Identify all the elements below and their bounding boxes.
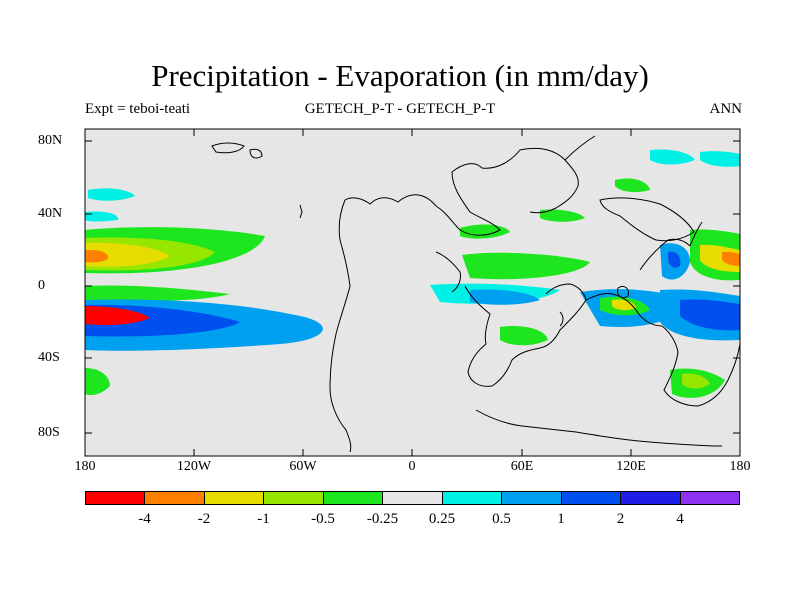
colorbar-label: 4 (676, 511, 684, 527)
lat-label-40s: 40S (38, 350, 60, 365)
coastline (689, 221, 703, 247)
anomaly-region (700, 244, 740, 272)
coastline (435, 251, 461, 293)
lon-label-60w: 60W (289, 459, 317, 474)
anomaly-region (470, 289, 540, 305)
plot-title: Precipitation - Evaporation (in mm/day) (151, 58, 649, 93)
colorbar-swatch (502, 492, 562, 504)
coastline (539, 293, 663, 349)
coastline (344, 147, 579, 236)
coastlines (211, 135, 740, 453)
anomaly-region (722, 251, 740, 266)
lat-label-eq: 0 (38, 278, 45, 293)
coastline (475, 409, 723, 447)
anomaly-region (85, 285, 230, 302)
colorbar-label: -0.25 (366, 511, 399, 527)
coastline (599, 197, 695, 242)
colorbar-label: -2 (197, 511, 211, 527)
anomaly-region (668, 251, 681, 268)
coastline (564, 135, 596, 161)
anomaly-region (462, 252, 590, 280)
anomaly-region (85, 242, 170, 267)
anomaly-region (612, 299, 636, 311)
colorbar-swatch (442, 492, 503, 504)
lat-label-80s: 80S (38, 425, 60, 440)
colorbar-swatch (264, 492, 324, 504)
lon-label-0: 0 (408, 459, 416, 474)
colorbar-label: 0.5 (492, 511, 511, 527)
colorbar-swatch (145, 492, 205, 504)
colorbar-swatch (86, 492, 146, 504)
coastline (329, 199, 352, 453)
anomaly-region (700, 151, 740, 167)
colorbar-label: -0.5 (311, 511, 335, 527)
lat-label-80n: 80N (38, 133, 63, 148)
coastline (299, 204, 303, 219)
colorbar-swatch (561, 492, 622, 504)
dataset-label: GETECH_P-T - GETECH_P-T (304, 101, 496, 117)
colorbar-label: -4 (138, 511, 151, 527)
lon-label-120w: 120W (176, 459, 212, 474)
pe-anomaly-fields (85, 149, 740, 398)
coastline (464, 285, 541, 387)
axis-ticks (84, 129, 741, 456)
colorbar-swatch (621, 492, 681, 504)
anomaly-region (540, 209, 585, 222)
colorbar (85, 491, 740, 505)
colorbar-swatch (204, 492, 265, 504)
anomaly-region (85, 249, 109, 263)
lon-label-120e: 120E (616, 459, 646, 474)
coastline (211, 142, 245, 154)
anomaly-region (88, 188, 135, 201)
lon-label-60e: 60E (510, 459, 534, 474)
anomaly-region (500, 326, 548, 346)
anomaly-region (680, 299, 740, 331)
colorbar-label: 2 (616, 511, 625, 527)
colorbar-swatch (323, 492, 384, 504)
coastline (545, 283, 587, 301)
colorbar-label: 1 (557, 511, 565, 527)
anomaly-region (85, 211, 119, 222)
colorbar-swatch (383, 492, 443, 504)
anomaly-region (85, 306, 150, 326)
anomaly-region (85, 368, 110, 396)
coastline (661, 325, 740, 407)
lon-label-180e: 180 (729, 459, 751, 474)
lon-label-180w: 180 (74, 459, 96, 474)
experiment-label: Expt = teboi-teati (85, 101, 191, 117)
season-label: ANN (709, 101, 743, 117)
lat-label-40n: 40N (38, 206, 63, 221)
coastline (249, 148, 263, 159)
coastline (559, 311, 564, 327)
colorbar-label: -1 (257, 511, 270, 527)
colorbar-label: 0.25 (428, 511, 456, 527)
anomaly-region (615, 178, 650, 193)
coastline (639, 238, 691, 271)
anomaly-region (682, 373, 710, 389)
coastline (617, 285, 629, 299)
anomaly-region (650, 149, 695, 165)
colorbar-swatch (680, 492, 739, 504)
